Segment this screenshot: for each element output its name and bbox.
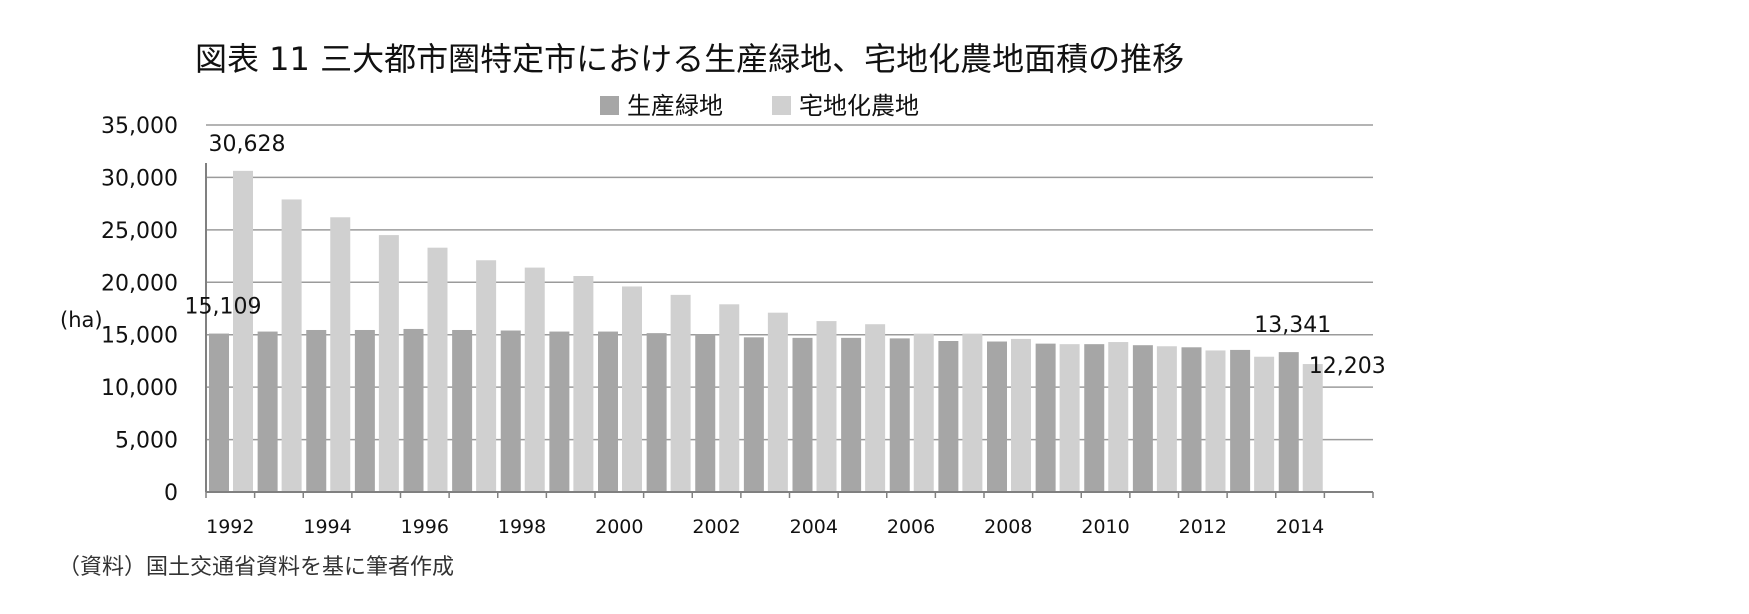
x-tick-label: 2004: [790, 516, 838, 538]
bar-residential-farmland: [622, 286, 642, 492]
data-labels: 30,628 15,109 13,341 12,203: [185, 132, 1386, 379]
bars: [209, 170, 1323, 492]
bar-residential-farmland: [1108, 342, 1129, 492]
bar-green-farmland: [695, 334, 716, 492]
bar-residential-farmland: [1302, 364, 1323, 492]
bar-residential-farmland: [1156, 346, 1177, 492]
bar-green-farmland: [403, 328, 424, 492]
bar-green-farmland: [500, 330, 521, 492]
x-tick-label: 1994: [303, 516, 351, 538]
bar-green-farmland: [1132, 345, 1153, 492]
bar-residential-farmland: [573, 275, 594, 492]
bar-residential-farmland: [913, 333, 934, 492]
bar-green-farmland: [792, 337, 813, 492]
bar-green-farmland: [209, 333, 229, 492]
x-axis-ticks: 1992 1994 1996 1998 2000 2002 2004 2006 2008 2010…: [206, 516, 1324, 538]
bar-residential-farmland: [330, 217, 351, 492]
data-label: 12,203: [1309, 354, 1386, 379]
bar-residential-farmland: [670, 294, 691, 492]
y-tick-label: 15,000: [101, 324, 178, 349]
bar-green-farmland: [987, 341, 1007, 492]
bar-green-farmland: [452, 329, 473, 492]
x-tick-label: 2002: [692, 516, 740, 538]
legend-label-residential-farmland: 宅地化農地: [799, 92, 919, 120]
y-tick-label: 0: [164, 481, 178, 506]
x-axis: [205, 163, 1374, 498]
bar-residential-farmland: [962, 333, 983, 492]
bar-green-farmland: [306, 329, 327, 492]
bar-residential-farmland: [476, 260, 497, 492]
bar-green-farmland: [743, 337, 764, 492]
x-tick-label: 2010: [1081, 516, 1129, 538]
y-axis-ticks: 0 5,000 10,000 15,000 20,000 25,000 30,000 35,0…: [101, 114, 178, 506]
bar-green-farmland: [841, 337, 862, 492]
bar-residential-farmland: [1254, 356, 1275, 492]
bar-residential-farmland: [427, 247, 448, 492]
bar-green-farmland: [1278, 352, 1299, 492]
data-label: 13,341: [1254, 313, 1331, 338]
bar-residential-farmland: [767, 312, 788, 492]
y-tick-label: 5,000: [115, 429, 178, 454]
chart-title: 図表 11 三大都市圏特定市における生産緑地、宅地化農地面積の推移: [195, 40, 1184, 78]
bar-residential-farmland: [233, 170, 253, 492]
bar-residential-farmland: [1011, 338, 1031, 492]
x-tick-label: 2014: [1276, 516, 1324, 538]
bar-residential-farmland: [1205, 350, 1226, 492]
bar-residential-farmland: [378, 235, 399, 492]
y-axis-unit: (ha): [60, 308, 103, 332]
legend-swatch-residential-farmland: [772, 96, 791, 115]
bar-green-farmland: [257, 331, 278, 492]
bar-green-farmland: [1035, 343, 1056, 492]
data-label: 30,628: [209, 132, 286, 157]
bar-green-farmland: [1084, 344, 1105, 492]
legend-label-green-farmland: 生産緑地: [627, 92, 723, 120]
y-tick-label: 35,000: [101, 114, 178, 139]
bar-green-farmland: [889, 338, 910, 492]
x-tick-label: 1992: [206, 516, 254, 538]
x-tick-label: 2006: [887, 516, 935, 538]
source-note: （資料）国土交通省資料を基に筆者作成: [58, 555, 454, 580]
y-tick-label: 25,000: [101, 219, 178, 244]
bar-residential-farmland: [1059, 344, 1080, 492]
bar-residential-farmland: [816, 321, 837, 492]
x-tick-label: 1998: [498, 516, 546, 538]
bar-residential-farmland: [865, 324, 886, 492]
y-tick-label: 10,000: [101, 376, 178, 401]
y-tick-label: 20,000: [101, 271, 178, 296]
x-tick-label: 2012: [1179, 516, 1227, 538]
bar-green-farmland: [354, 329, 375, 492]
bar-green-farmland: [1181, 347, 1202, 492]
bar-green-farmland: [646, 333, 667, 492]
bar-green-farmland: [1230, 349, 1251, 492]
bar-residential-farmland: [719, 304, 740, 492]
legend-swatch-green-farmland: [600, 96, 619, 115]
bar-green-farmland: [938, 341, 959, 492]
x-tick-label: 2008: [984, 516, 1032, 538]
x-tick-label: 1996: [401, 516, 449, 538]
x-tick-label: 2000: [595, 516, 643, 538]
legend: 生産緑地 宅地化農地: [600, 92, 919, 120]
data-label: 15,109: [185, 295, 262, 320]
bar-residential-farmland: [281, 199, 302, 492]
bar-green-farmland: [598, 331, 618, 492]
bar-green-farmland: [549, 331, 570, 492]
gridlines: [206, 124, 1373, 441]
y-tick-label: 30,000: [101, 166, 178, 191]
bar-residential-farmland: [524, 267, 545, 492]
